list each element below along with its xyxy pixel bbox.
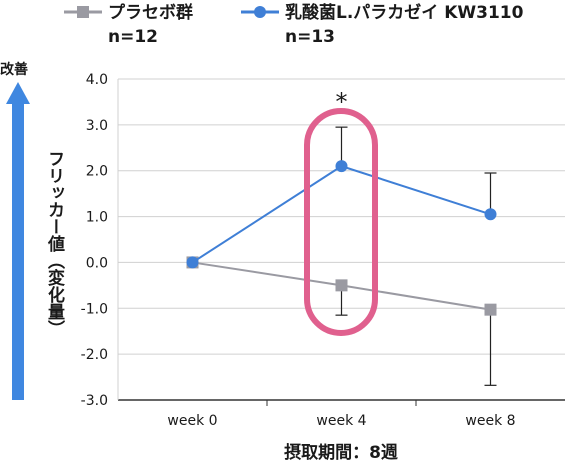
legend-n-placebo: n=12	[108, 27, 158, 47]
y-tick-label: 0.0	[86, 255, 108, 271]
y-tick-label: 3.0	[86, 118, 108, 134]
y-tick-label: -1.0	[81, 301, 108, 317]
x-tick-label: week 8	[465, 413, 515, 429]
data-point	[335, 279, 348, 292]
x-tick-labels: week 0 week 4 week 8	[167, 413, 515, 429]
x-tick-label: week 4	[316, 413, 366, 429]
y-tick-label: -3.0	[81, 393, 108, 409]
y-tick-labels: 4.0 3.0 2.0 1.0 0.0 -1.0 -2.0 -3.0	[81, 72, 108, 409]
data-point	[484, 208, 497, 221]
series-1	[186, 126, 497, 269]
improvement-label: 改善	[0, 61, 28, 78]
x-tick-label: week 0	[167, 413, 217, 429]
series-layer	[186, 126, 497, 386]
y-axis-title: フリッカー値（変化量）	[44, 150, 66, 337]
y-tick-label: 2.0	[86, 164, 108, 180]
legend-label-kw3110: 乳酸菌L.パラカゼイ KW3110	[285, 2, 524, 23]
x-axis-title: 摂取期間：8週	[284, 442, 398, 463]
legend-item-kw3110: 乳酸菌L.パラカゼイ KW3110 n=13	[241, 2, 524, 47]
improvement-arrow	[6, 82, 30, 400]
plot-area: 4.0 3.0 2.0 1.0 0.0 -1.0 -2.0 -3.0 week 0 week 4…	[81, 72, 565, 429]
series-0	[186, 256, 497, 386]
series-line	[191, 165, 491, 264]
y-tick-label: 4.0	[86, 72, 108, 88]
data-point	[335, 160, 348, 173]
y-tick-label: 1.0	[86, 210, 108, 226]
legend-label-placebo: プラセボ群	[108, 2, 193, 23]
y-tick-label: -2.0	[81, 347, 108, 363]
data-point	[186, 256, 199, 269]
week4-highlight	[304, 108, 378, 336]
legend: プラセボ群 n=12 乳酸菌L.パラカゼイ KW3110 n=13	[64, 2, 524, 47]
significance-marker: *	[336, 88, 348, 116]
data-point	[484, 303, 497, 316]
legend-item-placebo: プラセボ群 n=12	[64, 2, 193, 47]
legend-n-kw3110: n=13	[285, 27, 335, 47]
